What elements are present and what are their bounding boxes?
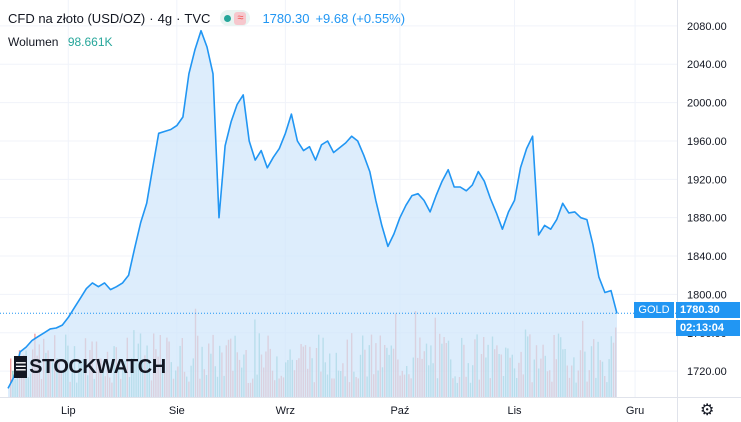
price-change: +9.68 (+0.55%) bbox=[315, 10, 406, 26]
y-tick-label: 1920.00 bbox=[687, 174, 727, 186]
symbol-price-tag: GOLD bbox=[634, 302, 674, 318]
x-tick-label: Lis bbox=[507, 405, 522, 417]
x-tick-label: Gru bbox=[626, 405, 644, 417]
y-tick-label: 1800.00 bbox=[687, 289, 727, 301]
interval-label[interactable]: 4g bbox=[157, 10, 173, 26]
x-tick-label: Lip bbox=[61, 405, 76, 417]
last-price-tag: 1780.30 bbox=[676, 302, 740, 318]
x-axis-ticks[interactable]: Lip Sie Wrz Paź Lis Gru bbox=[61, 405, 644, 417]
y-tick-label: 2040.00 bbox=[687, 59, 727, 71]
approx-icon: ≈ bbox=[234, 11, 247, 25]
y-tick-label: 1720.00 bbox=[687, 366, 727, 378]
y-tick-label: 1880.00 bbox=[687, 213, 727, 225]
x-tick-label: Wrz bbox=[276, 405, 295, 417]
volume-label: Wolumen bbox=[8, 35, 59, 49]
settings-gear-icon[interactable]: ⚙ bbox=[700, 402, 715, 419]
volume-value: 98.661K bbox=[67, 35, 113, 49]
stockwatch-logo: ≡ STOCKWATCH bbox=[14, 356, 166, 378]
y-tick-label: 2080.00 bbox=[687, 21, 727, 33]
price-area-fill bbox=[8, 30, 617, 397]
header-separator: · bbox=[176, 10, 181, 26]
volume-bar bbox=[10, 358, 12, 397]
chart-header: CFD na złoto (USD/OZ) · 4g · TVC ≈ 1780.… bbox=[8, 8, 405, 28]
source-label: TVC bbox=[184, 10, 211, 26]
volume-legend[interactable]: Wolumen 98.661K bbox=[8, 35, 113, 49]
market-open-dot-icon bbox=[224, 14, 232, 22]
market-status-pill[interactable]: ≈ bbox=[220, 10, 251, 26]
last-price: 1780.30 bbox=[262, 10, 310, 26]
y-tick-label: 2000.00 bbox=[687, 98, 727, 110]
price-line bbox=[7, 29, 618, 389]
bar-countdown-tag: 02:13:04 bbox=[676, 320, 740, 336]
x-tick-label: Sie bbox=[169, 405, 185, 417]
symbol-name[interactable]: CFD na złoto (USD/OZ) bbox=[8, 10, 146, 26]
header-separator: · bbox=[149, 10, 154, 26]
y-axis-ticks[interactable]: 1720.001760.001800.001840.001880.001920.… bbox=[687, 21, 727, 378]
y-tick-label: 1960.00 bbox=[687, 136, 727, 148]
y-tick-label: 1840.00 bbox=[687, 251, 727, 263]
x-tick-label: Paź bbox=[390, 405, 409, 417]
